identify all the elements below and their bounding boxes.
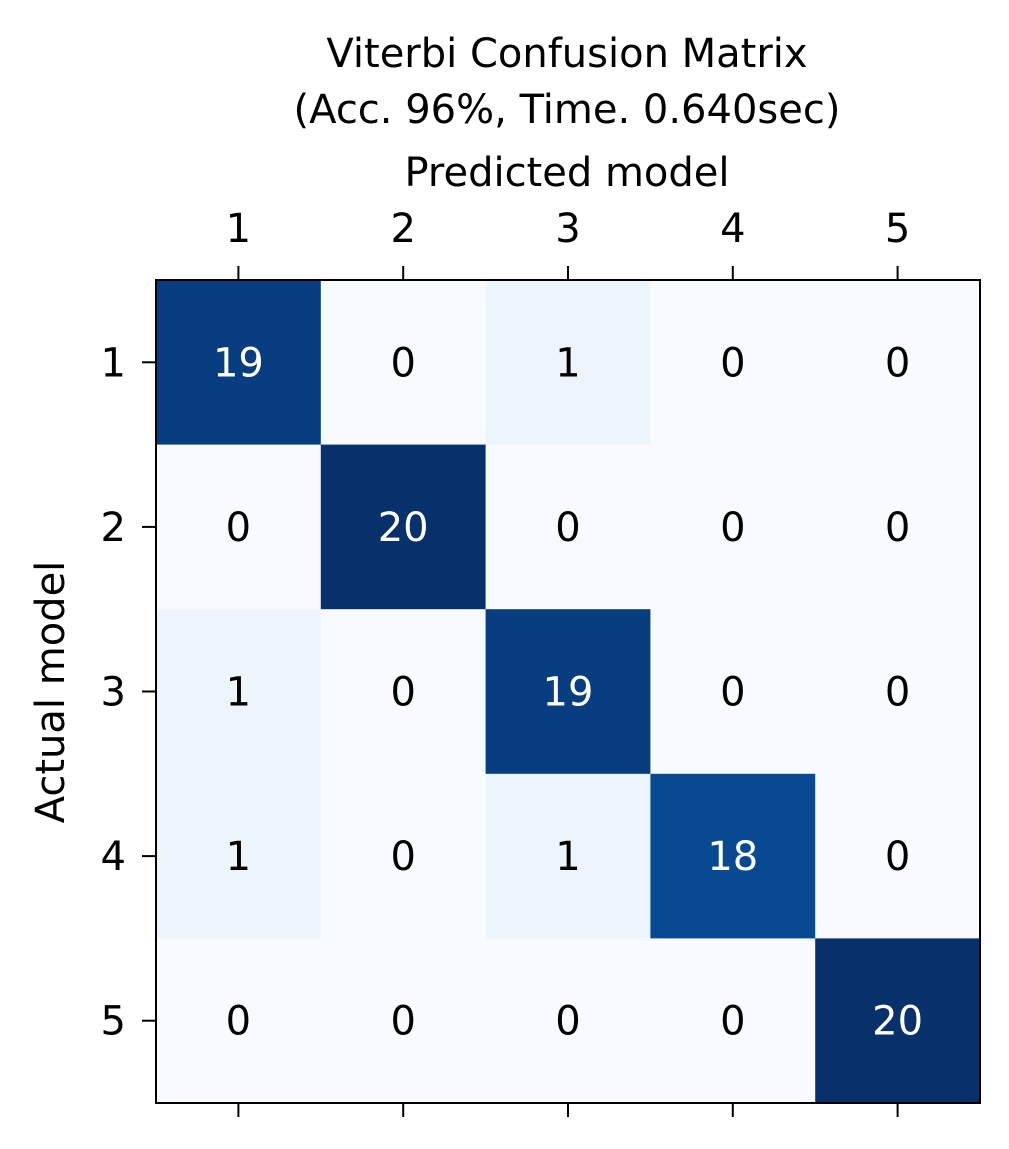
x-tick-label: 5: [885, 206, 910, 252]
heatmap-cell: [485, 280, 651, 446]
heatmap-cell: [650, 609, 816, 775]
x-tick-label: 2: [390, 206, 415, 252]
x-tick-label: 3: [555, 206, 580, 252]
heatmap-cell: [650, 280, 816, 446]
y-axis-label: Actual model: [28, 561, 74, 824]
heatmap-cell: [320, 444, 487, 610]
x-tick-label: 4: [720, 206, 745, 252]
heatmap-cell: [815, 609, 981, 775]
heatmap-cell: [485, 773, 651, 939]
heatmap-cell: [650, 444, 816, 610]
cell-value-label: 0: [720, 999, 745, 1045]
cell-value-label: 1: [226, 834, 251, 880]
cell-value-label: 20: [872, 999, 923, 1045]
cell-value-label: 1: [226, 670, 251, 716]
heatmap-cell: [320, 609, 487, 775]
cell-value-label: 1: [555, 340, 580, 386]
heatmap-cell: [650, 938, 816, 1104]
chart-title-line-1: Viterbi Confusion Matrix: [326, 31, 807, 77]
cell-value-label: 0: [555, 999, 580, 1045]
heatmap-cells: [156, 280, 981, 1104]
cell-value-label: 0: [226, 505, 251, 551]
y-tick-label: 4: [101, 834, 126, 880]
plot-frame: [155, 279, 981, 1104]
heatmap-cell: [485, 444, 651, 610]
cell-value-label: 0: [555, 505, 580, 551]
heatmap-cell: [320, 773, 487, 939]
y-axis-ticks: 1 2 3 4 5: [101, 340, 156, 1045]
cell-value-label: 0: [885, 670, 910, 716]
cell-value-label: 0: [885, 340, 910, 386]
heatmap-cell-labels: 19 0 1 0 0 0 20 0 0 0 1 0 19 0 0 1 0 1 18 0 0 0 0 0 20: [213, 340, 923, 1044]
x-axis-label: Predicted model: [404, 150, 729, 196]
cell-value-label: 0: [390, 670, 415, 716]
heatmap-cell: [156, 773, 322, 939]
cell-value-label: 0: [390, 340, 415, 386]
heatmap-cell: [156, 444, 322, 610]
y-tick-label: 2: [101, 505, 126, 551]
cell-value-label: 19: [213, 340, 264, 386]
heatmap-cell: [815, 444, 981, 610]
heatmap-cell: [815, 773, 981, 939]
heatmap-cell: [320, 280, 487, 446]
heatmap-cell: [156, 609, 322, 775]
heatmap-cell: [650, 773, 816, 939]
cell-value-label: 1: [555, 834, 580, 880]
heatmap-cell: [156, 280, 322, 446]
cell-value-label: 0: [390, 834, 415, 880]
x-tick-label: 1: [226, 206, 251, 252]
y-tick-label: 1: [101, 340, 126, 386]
heatmap-cell: [815, 938, 981, 1104]
cell-value-label: 0: [720, 340, 745, 386]
cell-value-label: 19: [543, 670, 594, 716]
cell-value-label: 0: [226, 999, 251, 1045]
heatmap-cell: [320, 938, 487, 1104]
cell-value-label: 0: [885, 834, 910, 880]
cell-value-label: 0: [390, 999, 415, 1045]
cell-value-label: 20: [378, 505, 429, 551]
heatmap-cell: [815, 280, 981, 446]
cell-value-label: 0: [720, 670, 745, 716]
x-axis-ticks: 1 2 3 4 5: [226, 206, 910, 1117]
heatmap-cell: [485, 609, 651, 775]
cell-value-label: 18: [707, 834, 758, 880]
cell-value-label: 0: [885, 505, 910, 551]
chart-title-line-2: (Acc. 96%, Time. 0.640sec): [294, 87, 841, 133]
heatmap-cell: [485, 938, 651, 1104]
heatmap-cell: [156, 938, 322, 1104]
y-tick-label: 5: [101, 999, 126, 1045]
cell-value-label: 0: [720, 505, 745, 551]
y-tick-label: 3: [101, 670, 126, 716]
